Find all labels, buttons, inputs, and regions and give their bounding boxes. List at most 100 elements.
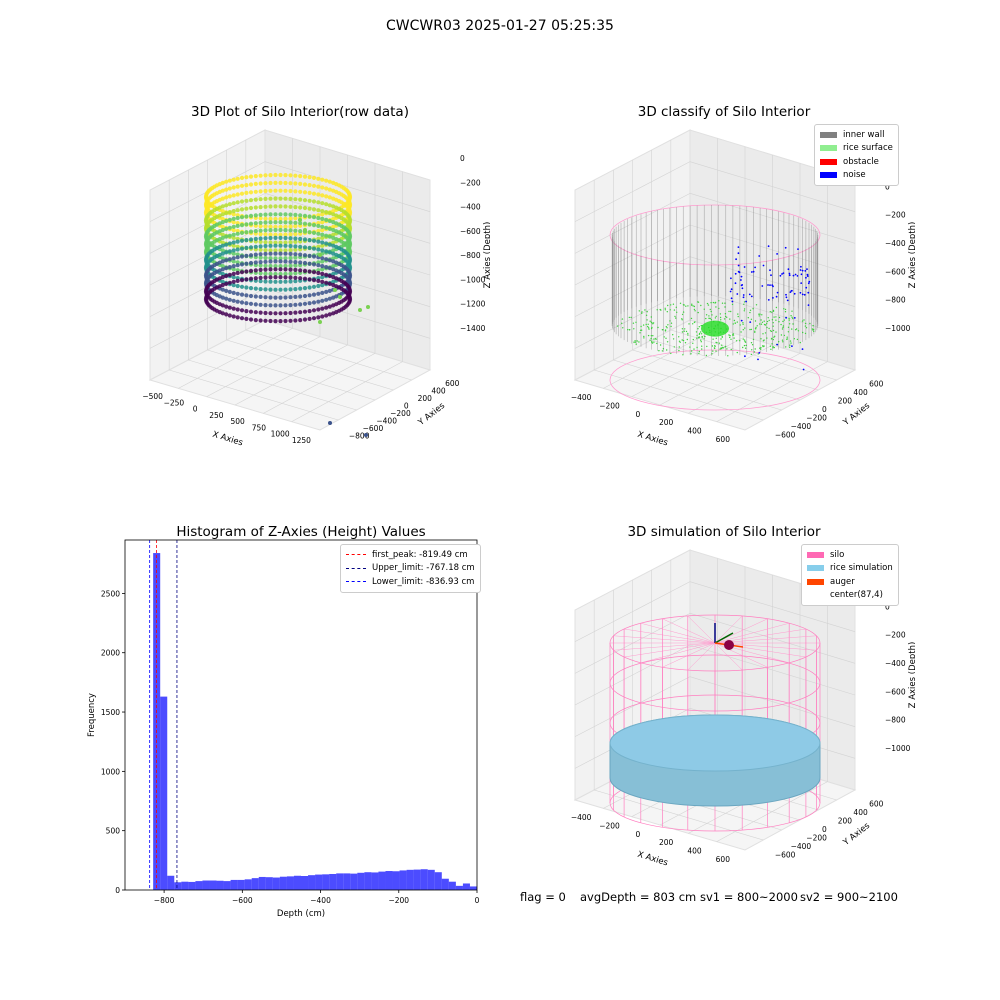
p2-surface-point	[743, 310, 745, 312]
legend-swatch	[807, 592, 824, 598]
p1-outlier	[318, 253, 322, 257]
p1-point	[235, 176, 240, 181]
p1-point	[307, 238, 312, 243]
p1-point	[253, 205, 258, 210]
p4-silo-spoke	[687, 615, 716, 644]
p1-point	[311, 191, 317, 196]
p1-point	[324, 241, 329, 246]
p2-surface-point	[730, 310, 732, 313]
p1-point	[288, 279, 293, 284]
legend-line	[346, 567, 366, 569]
p2-surface-point	[768, 319, 770, 322]
p2-surface-point	[650, 327, 653, 330]
p1-point	[258, 212, 263, 217]
p4-silo-spoke	[687, 642, 716, 671]
p2-surface-point	[708, 317, 710, 319]
p1-point	[253, 221, 258, 226]
p1-point	[268, 303, 273, 308]
p1-point	[302, 205, 308, 211]
p1-point	[244, 198, 249, 203]
p2-surface-point	[715, 341, 717, 344]
histogram-bar	[441, 878, 449, 890]
p2-surface-point	[701, 337, 703, 339]
p1-point	[231, 177, 236, 182]
p1-point	[263, 204, 268, 209]
p1-point	[293, 318, 298, 323]
p1-point	[248, 198, 254, 203]
p1-point	[244, 253, 249, 258]
p4-ytick: 200	[838, 816, 853, 825]
p1-point	[316, 223, 321, 228]
p2-surface-point	[715, 306, 717, 308]
p2-surface-point	[697, 311, 699, 314]
p2-surface-point	[669, 309, 671, 311]
p2-surface-point	[759, 347, 761, 349]
p4-ztick: −400	[885, 659, 906, 668]
p2-surface-point	[679, 341, 681, 343]
p2-surface-point	[811, 328, 813, 330]
p2-ytick: 600	[869, 379, 884, 388]
p1-point	[268, 232, 273, 237]
p1-point	[220, 227, 225, 233]
p1-point	[278, 227, 283, 233]
p1-point	[235, 291, 240, 296]
p1-point	[347, 240, 352, 245]
p1-point	[307, 214, 312, 219]
p2-noise-point	[769, 269, 771, 272]
p2-surface-point	[744, 327, 746, 329]
histogram-bar	[209, 880, 217, 890]
p1-point	[307, 316, 312, 321]
p4-silo-spoke	[640, 642, 716, 664]
p1-point	[239, 207, 245, 212]
histogram-ylabel: Frequency	[87, 693, 97, 737]
p1-point	[293, 252, 298, 257]
p1-point	[231, 306, 236, 311]
p2-noise-point	[757, 358, 759, 361]
p1-point	[244, 230, 249, 235]
p4-ztick: −600	[885, 687, 906, 696]
p1-point	[331, 264, 336, 269]
p1-point	[320, 279, 325, 284]
p1-point	[258, 255, 263, 260]
p1-point	[307, 175, 312, 180]
p1-point	[311, 175, 317, 180]
p1-point	[227, 186, 232, 191]
p2-surface-point	[647, 323, 649, 325]
p2-surface-point	[755, 304, 758, 306]
p1-point	[288, 271, 293, 276]
p1-point	[320, 177, 325, 182]
p2-surface-point	[681, 319, 683, 321]
p1-point	[327, 258, 332, 263]
p2-surface-point	[651, 322, 653, 324]
p1-point	[320, 235, 325, 240]
p1-point	[311, 300, 317, 305]
p1-point	[288, 275, 293, 280]
p1-point	[248, 276, 254, 281]
p2-surface-point	[703, 308, 705, 310]
p1-point	[302, 317, 308, 322]
p2-surface-point	[682, 354, 684, 356]
p1-point	[347, 193, 352, 198]
p1-point	[227, 265, 232, 270]
histogram-bar	[357, 872, 365, 890]
histogram-bar	[202, 880, 210, 890]
p1-point	[239, 316, 245, 321]
p1-point	[320, 306, 325, 311]
legend-label: noise	[843, 170, 866, 181]
p1-point	[307, 269, 312, 274]
p2-surface-point	[772, 310, 775, 312]
histogram-bar	[392, 871, 400, 890]
p1-point	[258, 239, 263, 244]
p4-ytick: −400	[791, 842, 812, 851]
p1-point	[298, 260, 303, 265]
p2-surface-point	[648, 328, 650, 330]
p1-point	[231, 235, 236, 240]
p1-point	[320, 283, 325, 288]
p2-noise-point	[785, 316, 787, 319]
p1-point	[231, 267, 236, 272]
p2-surface-point	[672, 338, 675, 340]
p2-surface-point	[792, 317, 794, 320]
histogram-chart: −800 −600 −400 −200 0 0 500 1000 1500 2000 2500 Dep…	[87, 539, 480, 919]
histogram-xtick-label: −200	[388, 896, 409, 905]
histogram-bar	[315, 874, 323, 890]
